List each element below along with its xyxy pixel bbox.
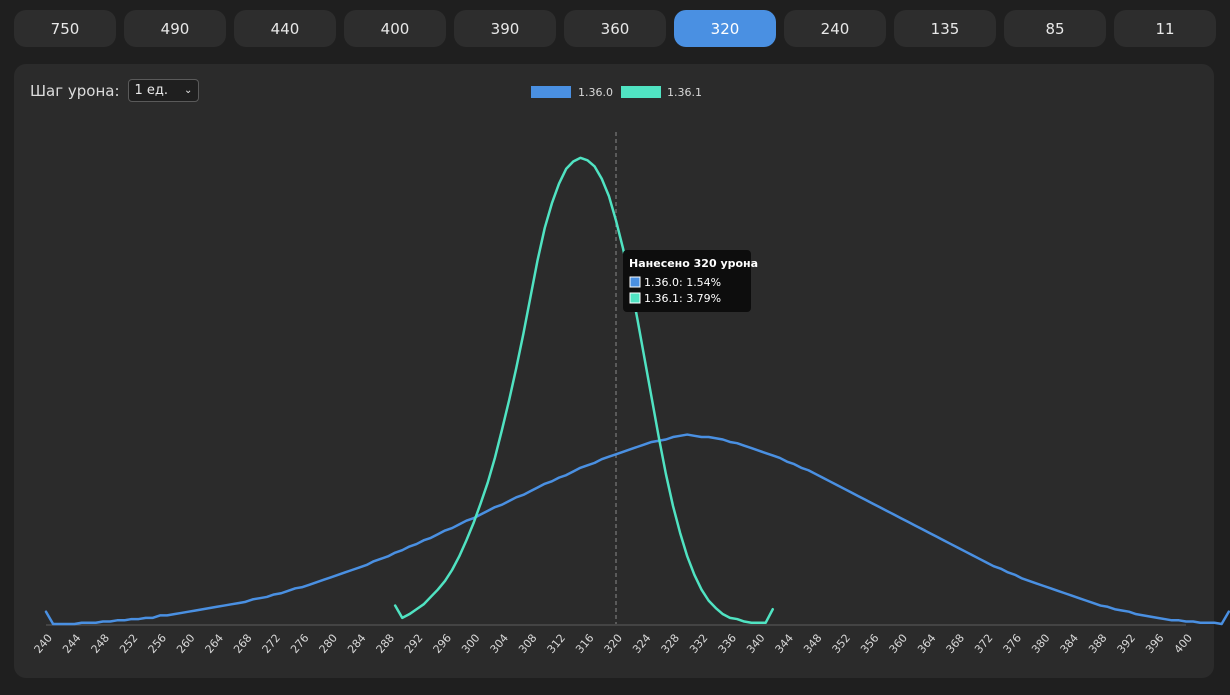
x-tick-label: 400	[1172, 632, 1195, 656]
legend-label: 1.36.1	[667, 86, 702, 99]
tab-360[interactable]: 360	[564, 10, 666, 47]
tab-440[interactable]: 440	[234, 10, 336, 47]
x-tick-label: 348	[801, 632, 824, 656]
x-tick-label: 296	[431, 632, 454, 656]
x-tick-label: 376	[1001, 632, 1024, 656]
tooltip-row: 1.36.0: 1.54%	[644, 276, 721, 289]
series-line-1-36-1	[393, 156, 774, 625]
legend-swatch	[531, 86, 571, 98]
tab-11[interactable]: 11	[1114, 10, 1216, 47]
tab-85[interactable]: 85	[1004, 10, 1106, 47]
tooltip-row: 1.36.1: 3.79%	[644, 292, 721, 305]
damage-tabs: 750 490 440 400 390 360 320 240 135 85 1…	[14, 10, 1216, 47]
damage-step-control: Шаг урона: 1 ед. ⌄	[30, 79, 200, 102]
x-tick-label: 372	[972, 632, 995, 656]
x-tick-label: 368	[944, 632, 967, 656]
tab-750[interactable]: 750	[14, 10, 116, 47]
x-tick-label: 320	[602, 632, 625, 656]
x-tick-label: 288	[374, 632, 397, 656]
x-tick-label: 328	[659, 632, 682, 656]
x-tick-label: 332	[687, 632, 710, 656]
x-tick-label: 292	[402, 632, 425, 656]
damage-step-label: Шаг урона:	[30, 81, 120, 100]
x-tick-label: 388	[1086, 632, 1109, 656]
x-tick-label: 308	[516, 632, 539, 656]
x-tick-label: 300	[459, 632, 482, 656]
tab-320[interactable]: 320	[674, 10, 776, 47]
tooltip-swatch	[629, 292, 641, 304]
legend-label: 1.36.0	[578, 86, 613, 99]
x-tick-label: 392	[1115, 632, 1138, 656]
x-tick-label: 340	[744, 632, 767, 656]
x-tick-label: 364	[915, 632, 938, 656]
tab-490[interactable]: 490	[124, 10, 226, 47]
damage-step-value: 1 ед.	[134, 83, 169, 98]
x-tick-label: 312	[545, 632, 568, 656]
x-tick-label: 272	[260, 632, 283, 656]
x-tick-label: 396	[1143, 632, 1166, 656]
legend-swatch	[621, 86, 661, 98]
x-tick-label: 352	[830, 632, 853, 656]
x-tick-label: 240	[32, 632, 55, 656]
x-tick-label: 284	[345, 632, 368, 656]
chevron-down-icon: ⌄	[184, 85, 193, 96]
x-tick-label: 316	[573, 632, 596, 656]
x-tick-label: 344	[773, 632, 796, 656]
x-tick-label: 304	[488, 632, 511, 656]
x-tick-label: 336	[716, 632, 739, 656]
x-tick-label: 356	[858, 632, 881, 656]
x-tick-label: 256	[146, 632, 169, 656]
tab-240[interactable]: 240	[784, 10, 886, 47]
x-tick-label: 384	[1058, 632, 1081, 656]
x-tick-label: 268	[231, 632, 254, 656]
tooltip-title: Нанесено 320 урона	[629, 257, 758, 270]
tab-390[interactable]: 390	[454, 10, 556, 47]
x-tick-label: 380	[1029, 632, 1052, 656]
x-tick-label: 280	[317, 632, 340, 656]
x-tick-label: 360	[887, 632, 910, 656]
x-tick-label: 248	[89, 632, 112, 656]
x-tick-label: 276	[288, 632, 311, 656]
tab-400[interactable]: 400	[344, 10, 446, 47]
series-line-1-36-0	[44, 433, 1230, 626]
tooltip-box	[623, 250, 751, 312]
damage-step-select[interactable]: 1 ед. ⌄	[127, 79, 200, 102]
x-tick-label: 244	[60, 632, 83, 656]
x-tick-label: 260	[174, 632, 197, 656]
tab-135[interactable]: 135	[894, 10, 996, 47]
x-tick-label: 324	[630, 632, 653, 656]
x-tick-label: 252	[117, 632, 140, 656]
x-tick-label: 264	[203, 632, 226, 656]
tooltip-swatch	[629, 276, 641, 288]
